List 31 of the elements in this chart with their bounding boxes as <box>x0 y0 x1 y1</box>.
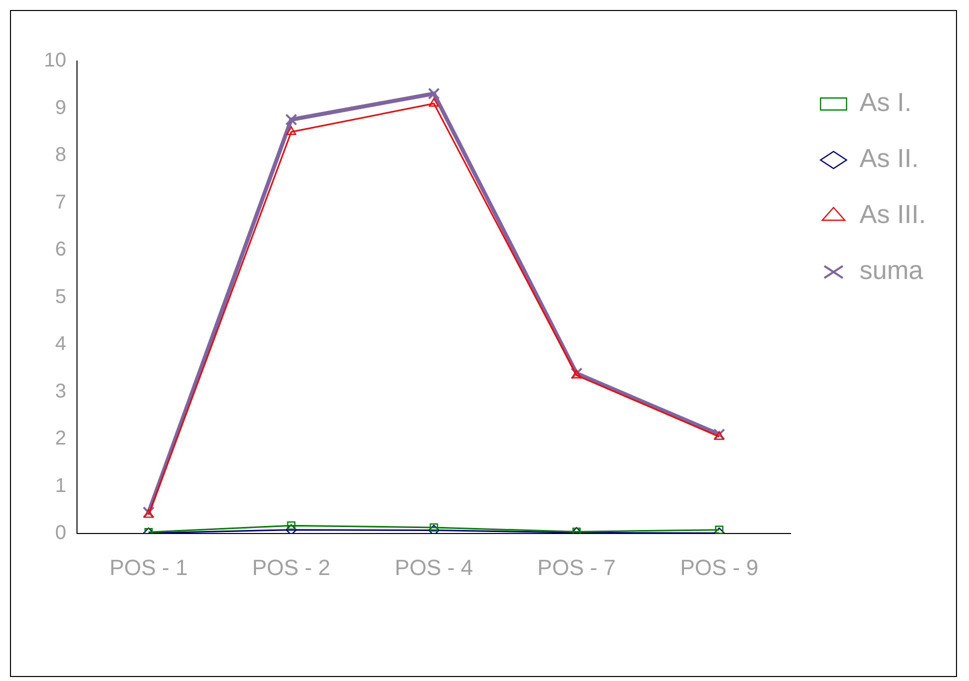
point <box>428 88 440 100</box>
y-tick-label: 4 <box>55 333 66 356</box>
point <box>572 370 582 378</box>
y-tick-label: 2 <box>55 428 66 450</box>
point <box>428 98 439 107</box>
x-tick-label: POS - 1 <box>109 554 188 580</box>
point <box>286 524 297 534</box>
point <box>142 506 155 518</box>
y-tick-label: 6 <box>55 238 66 261</box>
y-tick-label: 0 <box>55 522 66 544</box>
legend-label: As III. <box>860 199 926 230</box>
legend-label: As I. <box>860 87 912 118</box>
legend-label: As II. <box>860 143 919 174</box>
y-tick-label: 3 <box>55 380 66 402</box>
point <box>144 509 154 518</box>
x-tick-label: POS - 4 <box>394 554 474 580</box>
y-tick-label: 9 <box>55 96 66 119</box>
y-tick-label: 1 <box>55 474 66 497</box>
point <box>285 114 298 126</box>
legend-label: suma <box>860 255 924 286</box>
y-tick-label: 5 <box>55 286 66 308</box>
x-tick-label: POS - 2 <box>252 554 330 580</box>
y-tick-label: 10 <box>44 50 66 72</box>
point <box>286 126 296 135</box>
point <box>287 521 296 530</box>
point <box>714 431 724 440</box>
x-tick-label: POS - 9 <box>680 554 758 580</box>
y-tick-label: 8 <box>55 144 66 166</box>
point <box>713 428 726 440</box>
y-tick-label: 7 <box>55 191 66 214</box>
x-tick-label: POS - 7 <box>537 554 616 580</box>
